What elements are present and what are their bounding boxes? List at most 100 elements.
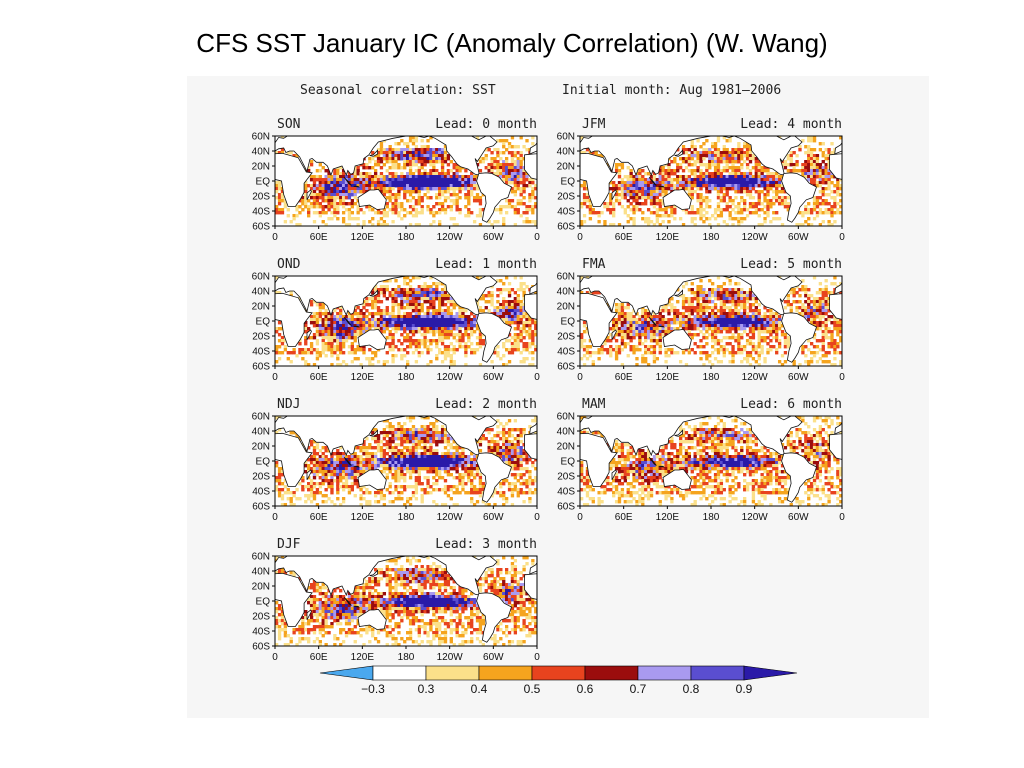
heatmap-cell	[493, 351, 497, 355]
heatmap-cell	[414, 592, 419, 596]
heatmap-cell	[411, 208, 416, 212]
heatmap-cell	[309, 193, 314, 197]
heatmap-cell	[446, 318, 451, 322]
heatmap-cell	[504, 422, 509, 426]
x-tick-label: 120E	[351, 512, 375, 523]
heatmap-cell	[388, 607, 392, 611]
heatmap-cell	[417, 291, 421, 295]
heatmap-cell	[426, 327, 430, 331]
heatmap-cell	[812, 136, 817, 140]
heatmap-cell	[315, 339, 320, 343]
heatmap-cell	[502, 556, 506, 560]
heatmap-cell	[443, 583, 448, 587]
heatmap-cell	[528, 345, 532, 349]
heatmap-cell	[458, 604, 462, 608]
heatmap-cell	[420, 610, 424, 614]
heatmap-cell	[449, 297, 453, 301]
heatmap-cell	[385, 598, 389, 602]
heatmap-cell	[499, 431, 503, 435]
heatmap-cell	[417, 276, 421, 280]
panel-lead-label: Lead: 2 month	[435, 397, 537, 412]
heatmap-cell	[502, 437, 506, 441]
heatmap-cell	[513, 291, 518, 295]
heatmap-cell	[400, 458, 404, 462]
heatmap-cell	[397, 610, 401, 614]
heatmap-cell	[327, 613, 331, 617]
heatmap-cell	[382, 193, 387, 197]
heatmap-cell	[406, 631, 410, 635]
heatmap-cell	[408, 169, 413, 173]
heatmap-cell	[307, 494, 311, 498]
heatmap-cell	[312, 580, 317, 584]
heatmap-cell	[385, 151, 389, 155]
heatmap-cell	[333, 461, 337, 465]
heatmap-cell	[455, 604, 459, 608]
heatmap-cell	[499, 315, 503, 319]
heatmap-cell	[452, 580, 456, 584]
heatmap-cell	[417, 610, 421, 614]
heatmap-cell	[318, 193, 322, 197]
heatmap-cell	[309, 500, 314, 504]
heatmap-cell	[406, 181, 410, 185]
heatmap-cell	[315, 187, 320, 191]
heatmap-cell	[388, 193, 392, 197]
heatmap-cell	[382, 288, 387, 292]
heatmap-cell	[528, 598, 532, 602]
heatmap-cell	[510, 154, 515, 158]
heatmap-cell	[277, 631, 282, 635]
heatmap-cell	[315, 175, 320, 179]
heatmap-cell	[531, 208, 535, 212]
heatmap-cell	[458, 589, 462, 593]
heatmap-cell	[510, 440, 515, 444]
heatmap-cell	[432, 500, 436, 504]
heatmap-cell	[394, 476, 398, 480]
heatmap-cell	[382, 214, 387, 218]
heatmap-cell	[373, 428, 378, 432]
heatmap-cell	[382, 223, 387, 227]
heatmap-cell	[737, 142, 741, 146]
coastline	[529, 562, 537, 575]
heatmap-cell	[443, 196, 448, 200]
heatmap-cell	[449, 330, 453, 334]
heatmap-cell	[522, 306, 526, 310]
heatmap-cell	[330, 175, 334, 179]
heatmap-cell	[534, 431, 538, 435]
heatmap-cell	[312, 205, 317, 209]
heatmap-cell	[315, 461, 320, 465]
heatmap-cell	[333, 604, 337, 608]
heatmap-cell	[411, 181, 416, 185]
heatmap-cell	[417, 199, 421, 203]
heatmap-cell	[423, 324, 427, 328]
heatmap-cell	[385, 181, 389, 185]
heatmap-cell	[304, 461, 308, 465]
heatmap-cell	[455, 312, 459, 316]
heatmap-cell	[499, 577, 503, 581]
heatmap-cell	[510, 151, 515, 155]
heatmap-cell	[478, 619, 483, 623]
heatmap-cell	[411, 339, 416, 343]
heatmap-cell	[507, 631, 512, 635]
heatmap-cell	[507, 202, 512, 206]
heatmap-cell	[365, 449, 369, 453]
heatmap-cell	[438, 315, 442, 319]
heatmap-cell	[507, 172, 512, 176]
heatmap-cell	[403, 178, 407, 182]
heatmap-cell	[376, 211, 381, 215]
heatmap-cell	[516, 580, 520, 584]
heatmap-cell	[496, 169, 500, 173]
heatmap-cell	[408, 458, 413, 462]
heatmap-cell	[373, 583, 378, 587]
heatmap-cell	[353, 348, 357, 352]
heatmap-cell	[475, 214, 480, 218]
heatmap-cell	[420, 574, 424, 578]
heatmap-cell	[435, 580, 439, 584]
heatmap-cell	[315, 616, 320, 620]
heatmap-cell	[321, 458, 325, 462]
heatmap-cell	[408, 634, 413, 638]
heatmap-cell	[307, 351, 311, 355]
heatmap-cell	[470, 485, 474, 489]
y-tick-label: 40S	[252, 487, 270, 498]
heatmap-cell	[373, 288, 378, 292]
heatmap-cell	[446, 154, 451, 158]
heatmap-cell	[408, 452, 413, 456]
